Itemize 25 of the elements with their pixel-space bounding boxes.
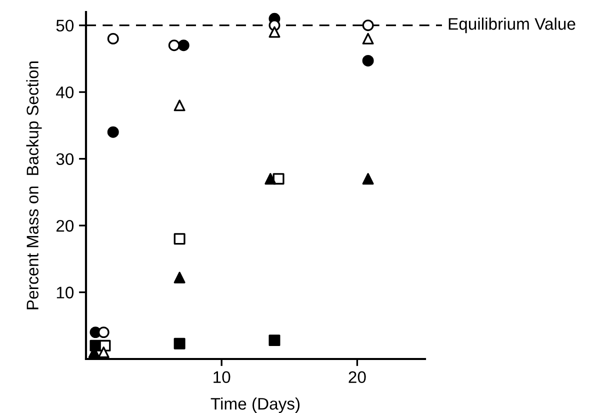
point bbox=[107, 126, 119, 138]
point bbox=[272, 173, 284, 185]
point bbox=[178, 40, 190, 52]
point bbox=[268, 26, 280, 38]
ref-line-label: Equilibrium Value bbox=[448, 18, 576, 34]
y-axis-title: Percent Mass on Backup Section bbox=[26, 62, 42, 310]
point bbox=[174, 100, 186, 112]
point bbox=[107, 32, 119, 44]
point bbox=[174, 338, 186, 350]
point bbox=[98, 346, 110, 358]
y-tick-label: 20 bbox=[56, 220, 74, 232]
point bbox=[168, 40, 180, 52]
y-tick-label: 40 bbox=[56, 86, 74, 98]
y-tick-label: 50 bbox=[56, 20, 74, 32]
point bbox=[362, 32, 374, 44]
x-axis-title: Time (Days) bbox=[210, 397, 300, 413]
point bbox=[362, 20, 374, 32]
point bbox=[362, 54, 374, 66]
point bbox=[174, 272, 186, 284]
y-tick-label: 10 bbox=[56, 286, 74, 298]
point bbox=[264, 173, 276, 185]
y-tick-label: 30 bbox=[56, 153, 74, 166]
point bbox=[268, 334, 280, 346]
point bbox=[174, 233, 186, 245]
point bbox=[362, 173, 374, 185]
